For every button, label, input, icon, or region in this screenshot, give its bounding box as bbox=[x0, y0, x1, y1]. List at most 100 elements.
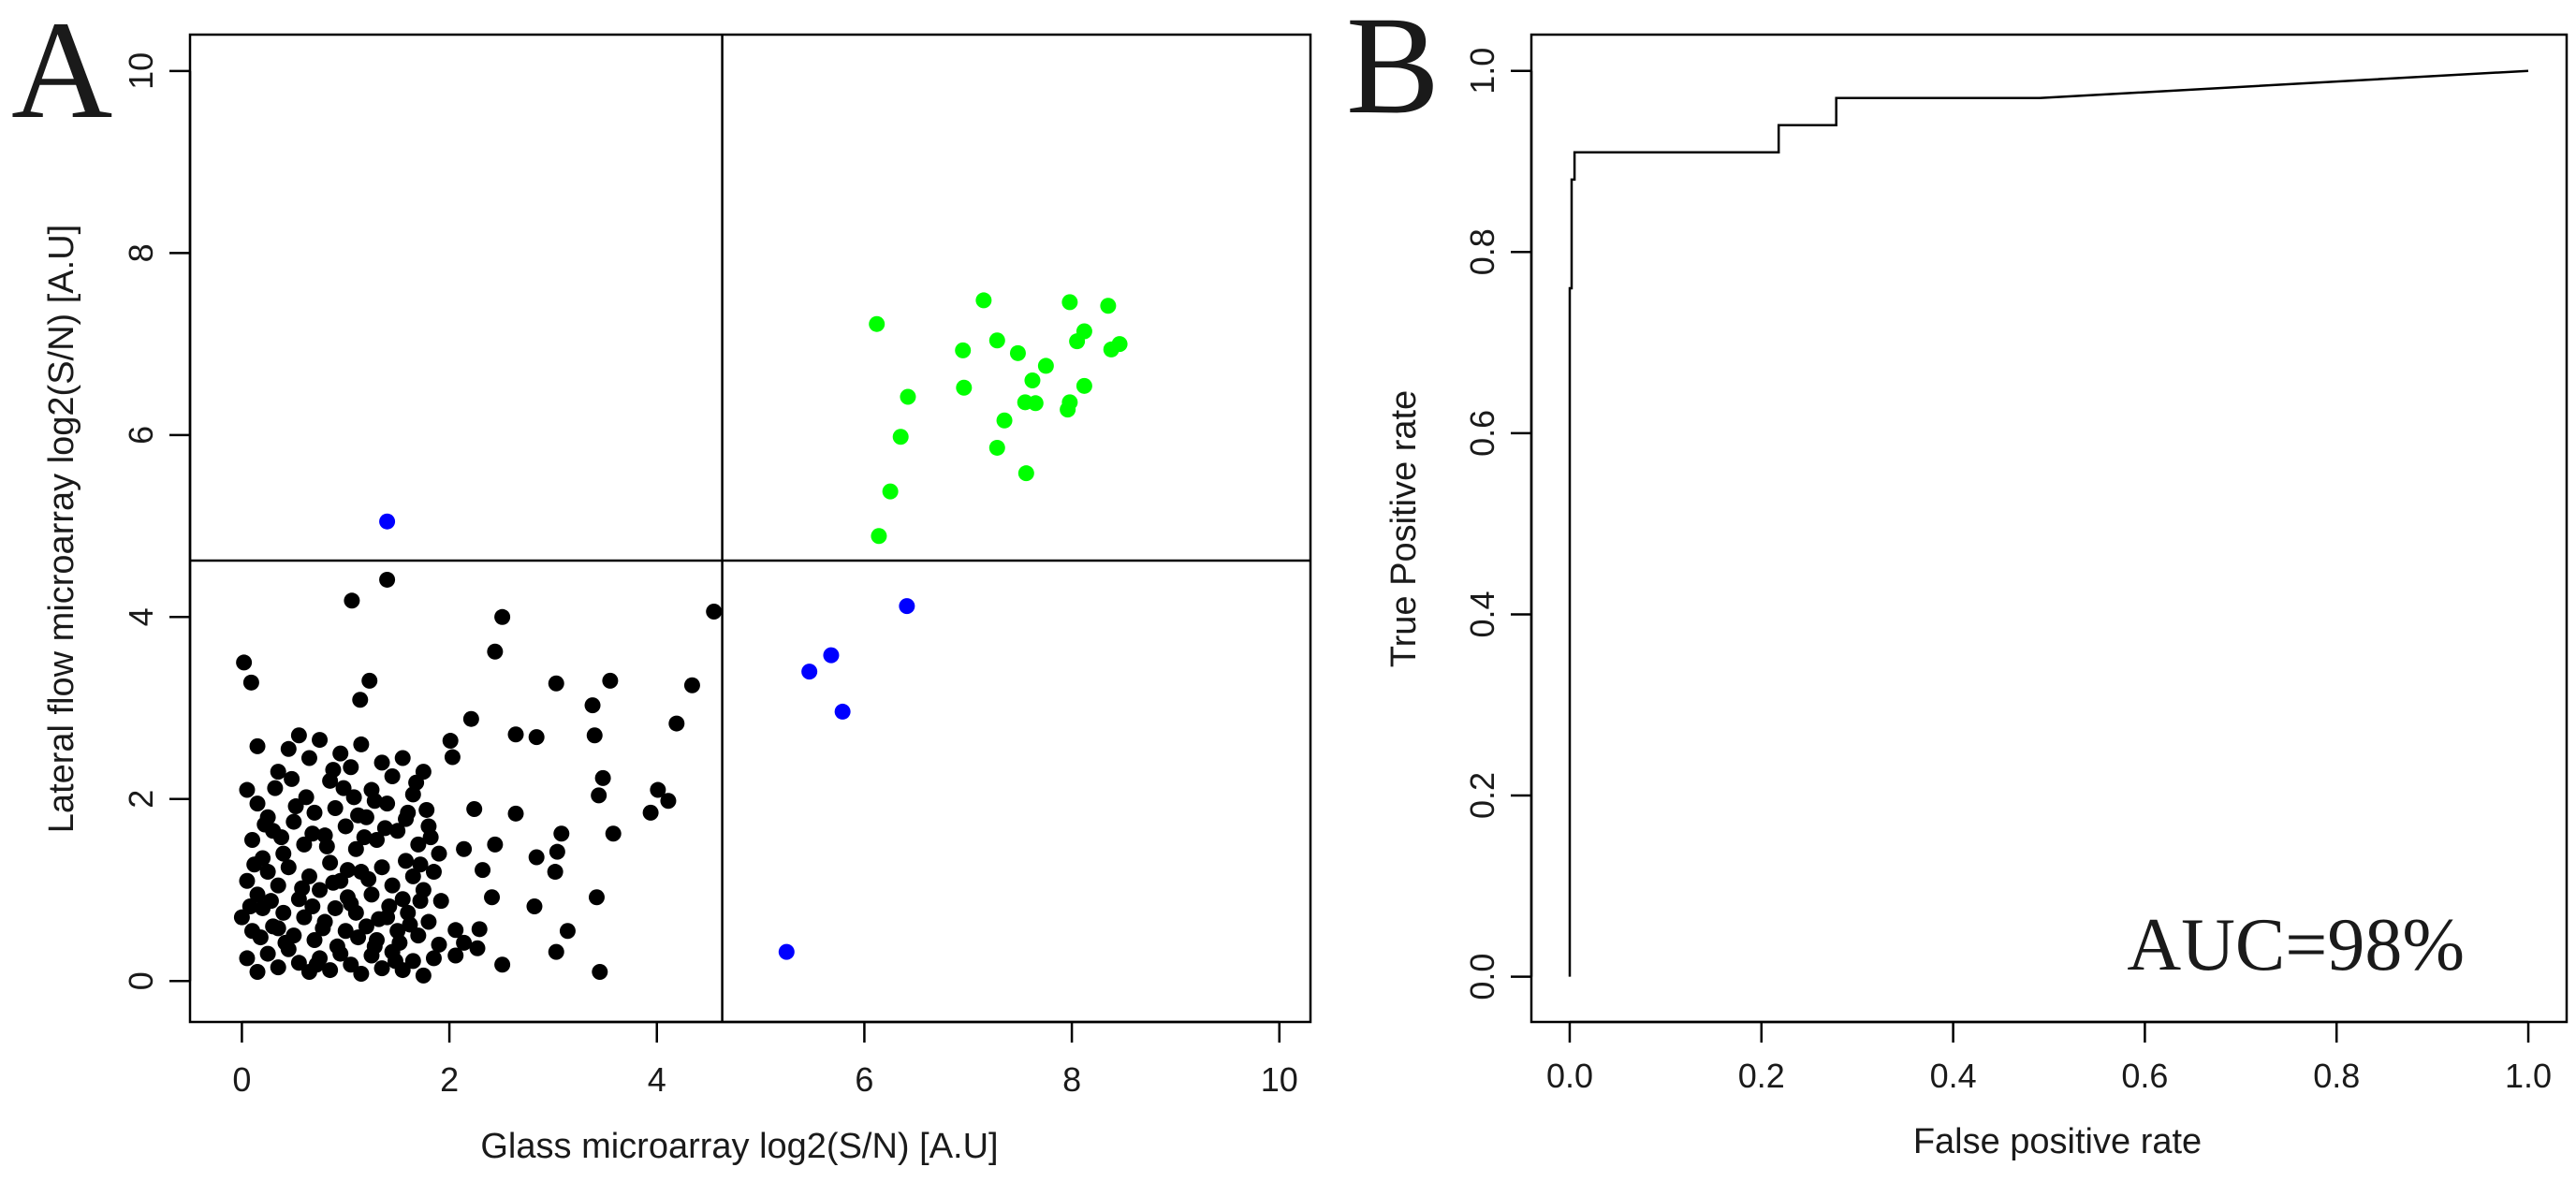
scatter-point bbox=[1060, 401, 1076, 418]
threshold-lines bbox=[190, 35, 1310, 1022]
scatter-point bbox=[277, 934, 294, 951]
scatter-point bbox=[1037, 358, 1054, 374]
scatter-point bbox=[389, 923, 406, 940]
scatter-point bbox=[270, 959, 286, 976]
scatter-point bbox=[444, 749, 461, 766]
scatter-point bbox=[275, 904, 292, 921]
x-tick-label: 4 bbox=[648, 1060, 666, 1099]
y-tick-label: 8 bbox=[122, 243, 160, 262]
scatter-point bbox=[507, 805, 524, 822]
scatter-point bbox=[412, 856, 429, 873]
scatter-point bbox=[1076, 377, 1092, 394]
x-tick-label: 8 bbox=[1062, 1060, 1081, 1099]
scatter-point bbox=[275, 845, 292, 862]
roc-curve bbox=[1568, 69, 2529, 977]
scatter-point bbox=[239, 950, 256, 967]
roc-x-tick-label: 0.2 bbox=[1738, 1057, 1785, 1095]
scatter-point bbox=[410, 927, 427, 944]
scatter-point bbox=[900, 388, 916, 405]
scatter-point bbox=[327, 899, 344, 916]
roc-x-tick-label: 0.4 bbox=[1930, 1057, 1977, 1095]
roc-y-tick-label: 0.8 bbox=[1463, 228, 1501, 275]
y-tick-label: 4 bbox=[122, 607, 160, 626]
scatter-point bbox=[244, 832, 260, 849]
scatter-point bbox=[290, 955, 307, 971]
scatter-point bbox=[249, 795, 266, 812]
panel-b-plot-frame bbox=[1530, 33, 2569, 1024]
scatter-point bbox=[352, 692, 369, 708]
scatter-point bbox=[304, 825, 321, 842]
scatter-point bbox=[389, 823, 406, 839]
scatter-point bbox=[547, 864, 564, 881]
scatter-point bbox=[1009, 344, 1026, 361]
scatter-point bbox=[332, 745, 349, 762]
roc-x-tick-label: 0.0 bbox=[1546, 1057, 1593, 1095]
scatter-point bbox=[591, 787, 607, 804]
scatter-point bbox=[327, 799, 344, 816]
scatter-point bbox=[366, 938, 383, 955]
scatter-point bbox=[329, 938, 345, 955]
scatter-point bbox=[290, 727, 307, 744]
scatter-point bbox=[267, 780, 284, 796]
scatter-point bbox=[350, 807, 367, 824]
scatter-point bbox=[384, 877, 401, 894]
scatter-point bbox=[285, 813, 302, 830]
scatter-point bbox=[284, 770, 300, 787]
scatter-point bbox=[369, 832, 385, 849]
scatter-point bbox=[239, 781, 256, 798]
scatter-point bbox=[588, 889, 605, 906]
scatter-point bbox=[337, 818, 354, 835]
y-tick-label: 0 bbox=[122, 971, 160, 990]
scatter-point bbox=[350, 929, 367, 946]
y-tick-label: 10 bbox=[122, 52, 160, 90]
scatter-point bbox=[242, 674, 259, 691]
scatter-point bbox=[325, 762, 342, 779]
scatter-point bbox=[373, 960, 390, 977]
scatter-point bbox=[605, 825, 622, 842]
scatter-point bbox=[381, 898, 398, 915]
scatter-point bbox=[315, 920, 331, 937]
scatter-point bbox=[1076, 323, 1092, 340]
scatter-point bbox=[360, 870, 377, 887]
scatter-point bbox=[280, 859, 297, 876]
scatter-point bbox=[239, 872, 256, 889]
scatter-point bbox=[559, 923, 576, 940]
scatter-point bbox=[955, 342, 972, 358]
scatter-point bbox=[507, 726, 524, 743]
scatter-point bbox=[988, 439, 1005, 456]
scatter-point bbox=[1024, 372, 1041, 388]
scatter-point bbox=[287, 798, 304, 815]
scatter-point bbox=[358, 918, 374, 935]
scatter-point bbox=[298, 789, 315, 806]
scatter-point bbox=[642, 804, 659, 821]
scatter-point bbox=[420, 913, 437, 930]
scatter-point bbox=[586, 727, 603, 744]
scatter-point bbox=[526, 898, 543, 915]
scatter-point bbox=[322, 854, 339, 871]
scatter-point bbox=[462, 710, 479, 727]
scatter-point bbox=[343, 956, 359, 973]
roc-y-tick-label: 0.0 bbox=[1463, 954, 1501, 1000]
scatter-point bbox=[869, 315, 886, 332]
y-tick-label: 6 bbox=[122, 426, 160, 445]
scatter-point bbox=[335, 780, 352, 796]
scatter-point bbox=[706, 603, 723, 620]
scatter-point bbox=[494, 608, 511, 625]
scatter-point bbox=[347, 904, 364, 921]
panel-b-x-axis-title: False positive rate bbox=[1913, 1122, 2202, 1161]
roc-y-tick-label: 1.0 bbox=[1463, 48, 1501, 95]
scatter-point bbox=[296, 909, 313, 926]
scatter-point bbox=[306, 804, 323, 821]
scatter-point bbox=[398, 853, 415, 869]
scatter-point bbox=[447, 947, 464, 964]
scatter-point bbox=[892, 429, 909, 445]
scatter-point bbox=[956, 379, 973, 396]
scatter-point bbox=[1027, 395, 1044, 412]
scatter-point bbox=[394, 891, 411, 908]
scatter-point bbox=[353, 965, 370, 982]
scatter-point bbox=[318, 838, 335, 854]
scatter-point bbox=[300, 868, 317, 884]
scatter-point bbox=[592, 964, 608, 981]
scatter-point bbox=[494, 956, 511, 973]
scatter-point bbox=[442, 733, 459, 750]
